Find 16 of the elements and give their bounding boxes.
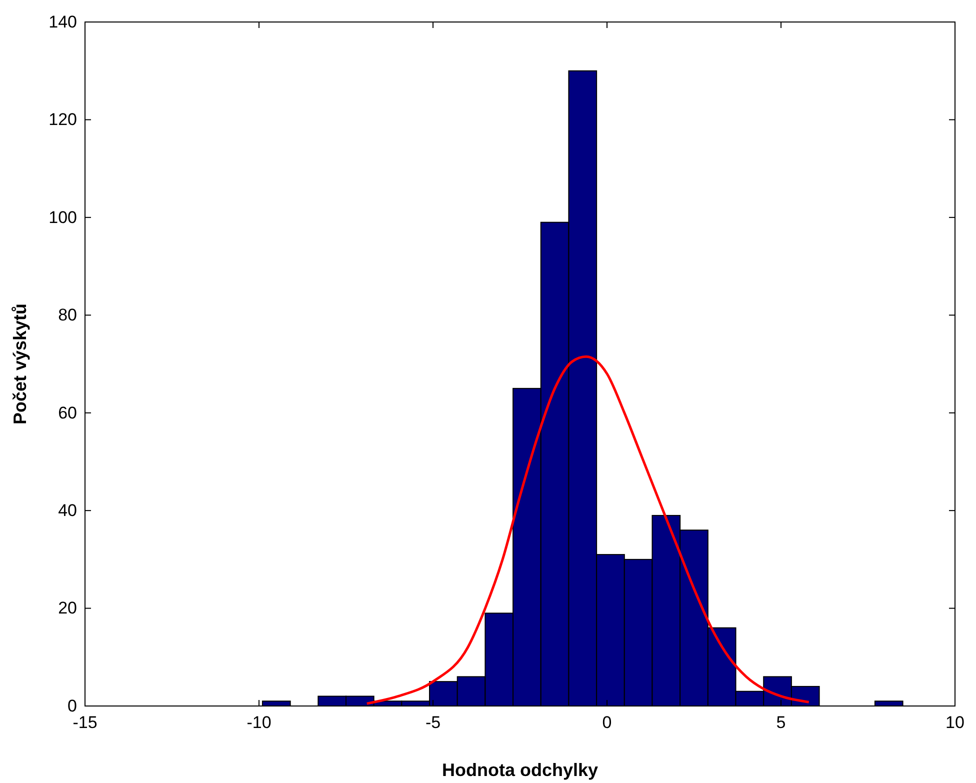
y-tick-label: 0 [68,696,77,716]
y-tick-label: 20 [58,598,77,618]
x-tick-label: -15 [72,713,98,732]
x-tick-label: 5 [776,713,786,732]
x-tick-label: -10 [246,713,272,732]
y-axis-title: Počet výskytů [10,303,30,425]
y-tick-label: 120 [48,110,77,130]
x-tick-label: 10 [946,713,964,732]
y-tick-label: 40 [58,501,77,520]
y-tick-label: 140 [48,12,77,32]
y-tick-label: 80 [58,306,77,325]
y-tick-label: 100 [48,208,77,227]
x-axis-title: Hodnota odchylky [442,760,598,780]
x-tick-label: -5 [425,713,441,732]
y-tick-label: 60 [58,403,77,422]
x-tick-label: 0 [602,713,612,732]
